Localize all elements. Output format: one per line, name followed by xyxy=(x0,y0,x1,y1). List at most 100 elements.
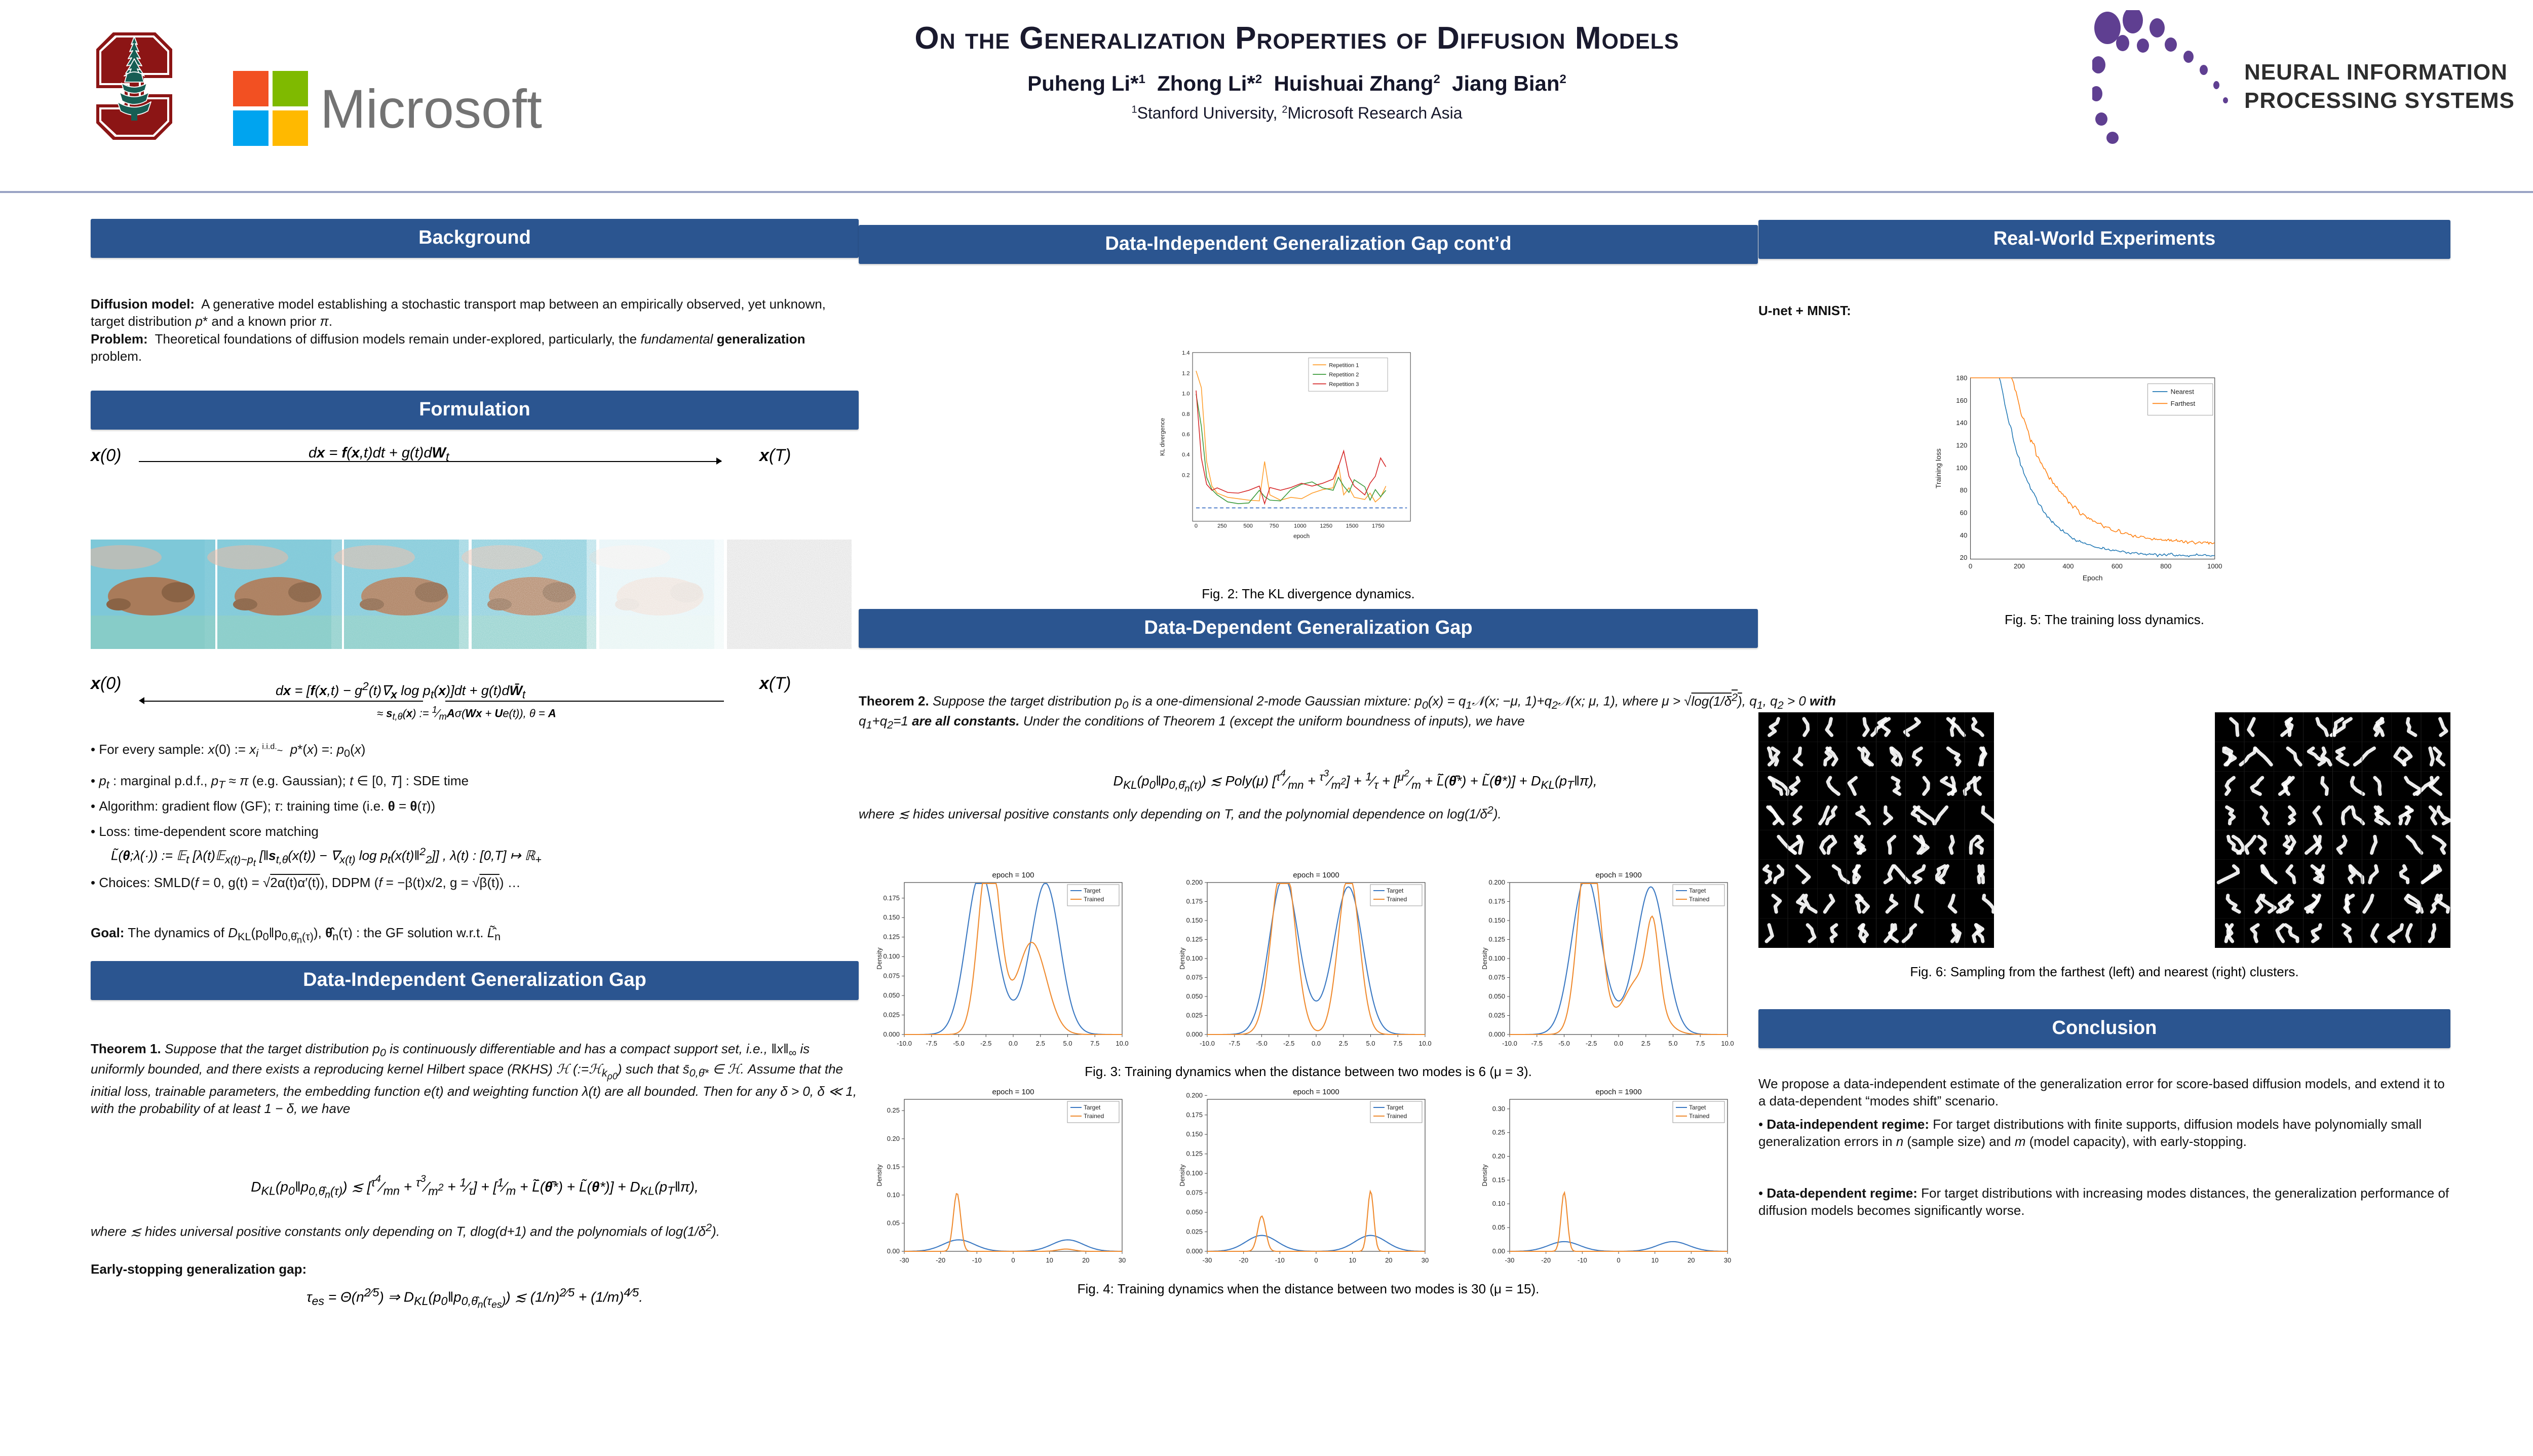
svg-text:1500: 1500 xyxy=(1346,523,1358,529)
svg-text:2.5: 2.5 xyxy=(1641,1040,1651,1047)
svg-text:0.20: 0.20 xyxy=(887,1135,900,1142)
svg-text:0.050: 0.050 xyxy=(1488,992,1505,1000)
svg-text:-20: -20 xyxy=(1239,1256,1248,1264)
svg-text:Trained: Trained xyxy=(1689,896,1709,903)
svg-text:200: 200 xyxy=(2014,562,2025,570)
svg-text:0.150: 0.150 xyxy=(1186,1130,1203,1138)
svg-text:160: 160 xyxy=(1956,397,1967,404)
svg-text:0.05: 0.05 xyxy=(887,1219,900,1227)
svg-text:0.6: 0.6 xyxy=(1182,432,1189,438)
svg-text:30: 30 xyxy=(1421,1256,1428,1264)
svg-text:0.00: 0.00 xyxy=(1492,1247,1505,1255)
svg-text:0.30: 0.30 xyxy=(1492,1105,1505,1113)
svg-text:-10: -10 xyxy=(1578,1256,1587,1264)
svg-text:400: 400 xyxy=(2062,562,2074,570)
svg-text:epoch = 1900: epoch = 1900 xyxy=(1595,1088,1641,1096)
svg-text:0.20: 0.20 xyxy=(1492,1153,1505,1160)
svg-text:Trained: Trained xyxy=(1387,1113,1407,1120)
svg-text:0.200: 0.200 xyxy=(1186,1091,1203,1099)
svg-text:0.175: 0.175 xyxy=(1186,1111,1203,1119)
svg-text:epoch: epoch xyxy=(1293,533,1310,540)
svg-text:1250: 1250 xyxy=(1320,523,1332,529)
svg-text:epoch = 100: epoch = 100 xyxy=(992,1088,1034,1096)
svg-text:0.150: 0.150 xyxy=(1488,916,1505,924)
svg-text:-5.0: -5.0 xyxy=(953,1040,964,1047)
svg-text:-20: -20 xyxy=(1541,1256,1551,1264)
svg-text:2.5: 2.5 xyxy=(1338,1040,1348,1047)
svg-text:KL divergence: KL divergence xyxy=(1159,417,1166,455)
svg-text:Repetition 3: Repetition 3 xyxy=(1329,381,1359,388)
svg-text:600: 600 xyxy=(2112,562,2123,570)
svg-text:10.0: 10.0 xyxy=(1418,1040,1431,1047)
svg-text:1.0: 1.0 xyxy=(1182,391,1189,397)
svg-text:0.100: 0.100 xyxy=(1186,1169,1203,1177)
svg-text:1.4: 1.4 xyxy=(1182,350,1189,356)
svg-text:Trained: Trained xyxy=(1387,896,1407,903)
svg-text:0.075: 0.075 xyxy=(1488,974,1505,981)
svg-text:20: 20 xyxy=(1385,1256,1392,1264)
svg-text:-5.0: -5.0 xyxy=(1558,1040,1569,1047)
svg-text:Trained: Trained xyxy=(1084,1113,1104,1120)
svg-text:0.025: 0.025 xyxy=(1488,1012,1505,1019)
svg-text:0.025: 0.025 xyxy=(883,1011,900,1019)
svg-text:0.10: 0.10 xyxy=(1492,1200,1505,1207)
svg-text:0: 0 xyxy=(1969,562,1972,570)
svg-text:30: 30 xyxy=(1724,1256,1731,1264)
svg-text:Target: Target xyxy=(1084,887,1101,894)
svg-text:5.0: 5.0 xyxy=(1366,1040,1375,1047)
svg-text:epoch = 100: epoch = 100 xyxy=(992,871,1034,879)
svg-text:-2.5: -2.5 xyxy=(980,1040,991,1047)
svg-text:0.125: 0.125 xyxy=(1186,936,1203,943)
svg-text:1000: 1000 xyxy=(1294,523,1307,529)
svg-text:0.25: 0.25 xyxy=(887,1106,900,1114)
svg-text:-30: -30 xyxy=(900,1256,909,1264)
svg-text:750: 750 xyxy=(1269,523,1279,529)
svg-text:800: 800 xyxy=(2160,562,2171,570)
svg-text:0.125: 0.125 xyxy=(883,933,900,941)
svg-text:0.050: 0.050 xyxy=(1186,992,1203,1000)
svg-text:20: 20 xyxy=(1960,554,1968,561)
svg-text:100: 100 xyxy=(1956,464,1967,472)
svg-text:0.125: 0.125 xyxy=(1186,1150,1203,1158)
svg-text:0.10: 0.10 xyxy=(887,1191,900,1199)
svg-text:0.8: 0.8 xyxy=(1182,411,1189,417)
svg-text:Nearest: Nearest xyxy=(2171,388,2195,396)
svg-text:-7.5: -7.5 xyxy=(926,1040,937,1047)
svg-text:Target: Target xyxy=(1689,887,1706,894)
svg-text:-10.0: -10.0 xyxy=(1502,1040,1517,1047)
svg-text:0.075: 0.075 xyxy=(883,972,900,980)
svg-text:140: 140 xyxy=(1956,419,1967,427)
svg-text:epoch = 1900: epoch = 1900 xyxy=(1595,871,1641,879)
svg-text:Repetition 1: Repetition 1 xyxy=(1329,362,1359,368)
svg-text:0.175: 0.175 xyxy=(1488,898,1505,905)
svg-text:120: 120 xyxy=(1956,441,1967,449)
svg-text:-30: -30 xyxy=(1202,1256,1212,1264)
svg-text:0.025: 0.025 xyxy=(1186,1228,1203,1236)
svg-text:-5.0: -5.0 xyxy=(1256,1040,1267,1047)
svg-text:0.05: 0.05 xyxy=(1492,1223,1505,1231)
svg-text:0.150: 0.150 xyxy=(883,913,900,921)
svg-text:10.0: 10.0 xyxy=(1116,1040,1128,1047)
svg-text:0: 0 xyxy=(1617,1256,1620,1264)
svg-text:0.25: 0.25 xyxy=(1492,1129,1505,1136)
svg-text:0: 0 xyxy=(1194,523,1197,529)
svg-text:Target: Target xyxy=(1084,1104,1101,1111)
svg-text:Trained: Trained xyxy=(1689,1113,1709,1120)
svg-text:0.200: 0.200 xyxy=(1186,878,1203,886)
svg-text:Density: Density xyxy=(1178,1164,1186,1186)
svg-text:10: 10 xyxy=(1349,1256,1356,1264)
svg-text:0.0: 0.0 xyxy=(1311,1040,1320,1047)
svg-text:2.5: 2.5 xyxy=(1036,1040,1045,1047)
svg-text:Farthest: Farthest xyxy=(2171,400,2196,407)
svg-text:7.5: 7.5 xyxy=(1696,1040,1705,1047)
svg-text:0.0: 0.0 xyxy=(1009,1040,1018,1047)
svg-text:Epoch: Epoch xyxy=(2083,574,2103,582)
svg-text:0.0: 0.0 xyxy=(1614,1040,1623,1047)
svg-text:Density: Density xyxy=(1178,947,1186,970)
svg-text:0.175: 0.175 xyxy=(1186,898,1203,905)
svg-text:0.000: 0.000 xyxy=(1186,1247,1203,1255)
svg-text:0.000: 0.000 xyxy=(883,1030,900,1038)
svg-text:0.100: 0.100 xyxy=(1488,954,1505,962)
svg-text:Target: Target xyxy=(1689,1104,1706,1111)
svg-text:10.0: 10.0 xyxy=(1721,1040,1734,1047)
